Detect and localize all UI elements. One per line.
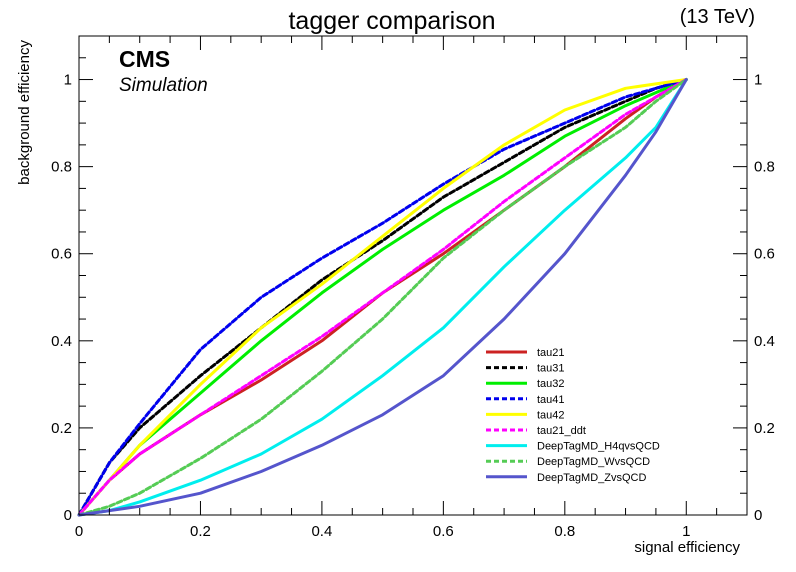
y-tick-label: 0.4 [51, 333, 72, 350]
x-tick-label: 0.8 [554, 523, 575, 540]
y-tick-label: 0 [64, 507, 72, 524]
y-tick-label: 0.8 [51, 159, 72, 176]
x-tick-labels: 0 0.2 0.4 0.6 0.8 1 [75, 523, 691, 540]
y-tick-label-right: 0.6 [754, 246, 775, 263]
legend-label: tau32 [537, 378, 565, 390]
x-tick-label: 1 [682, 523, 690, 540]
y-axis-title: background efficiency [16, 40, 33, 185]
curves [77, 78, 688, 517]
x-tick-label: 0.4 [311, 523, 332, 540]
legend-label: tau31 [537, 363, 565, 375]
y-tick-label-right: 0.8 [754, 159, 775, 176]
y-tick-label-right: 0 [754, 507, 762, 524]
y-tick-label-right: 0.2 [754, 420, 775, 437]
y-tick-label: 1 [64, 72, 72, 89]
y-tick-labels-right: 0 0.2 0.4 0.6 0.8 1 [754, 72, 775, 524]
legend-label: DeepTagMD_H4qvsQCD [537, 441, 660, 453]
y-tick-label-right: 0.4 [754, 333, 775, 350]
curve-tau41 [77, 78, 688, 517]
curve-tau21-ddt [77, 78, 688, 517]
curve-tau31 [77, 78, 688, 517]
x-tick-label: 0.6 [433, 523, 454, 540]
y-tick-labels: 0 0.2 0.4 0.6 0.8 1 [51, 72, 72, 524]
y-tick-label-right: 1 [754, 72, 762, 89]
legend-label: tau21 [537, 347, 565, 359]
chart-title: tagger comparison [288, 7, 495, 35]
y-tick-label: 0.6 [51, 246, 72, 263]
legend-label: DeepTagMD_ZvsQCD [537, 472, 646, 484]
y-tick-label: 0.2 [51, 420, 72, 437]
x-axis-title: signal efficiency [634, 539, 740, 556]
legend-label: tau42 [537, 409, 565, 421]
legend-label: tau41 [537, 394, 565, 406]
legend: tau21 tau31 tau32 tau41 tau42 tau21_ddt DeepTa… [486, 347, 660, 484]
legend-label: DeepTagMD_WvsQCD [537, 456, 650, 468]
curve-tau42 [77, 78, 688, 517]
energy-label: (13 TeV) [680, 6, 755, 28]
x-tick-label: 0.2 [190, 523, 211, 540]
curve-deeptagmd-zvsqcd [77, 78, 688, 517]
simulation-label: Simulation [119, 75, 208, 96]
axis-ticks [78, 35, 748, 516]
cms-label: CMS [119, 46, 170, 72]
curve-deeptagmd-wvsqcd [77, 78, 688, 517]
x-tick-label: 0 [75, 523, 83, 540]
legend-label: tau21_ddt [537, 425, 586, 437]
curve-deeptagmd-h4qvsqcd [77, 78, 688, 517]
